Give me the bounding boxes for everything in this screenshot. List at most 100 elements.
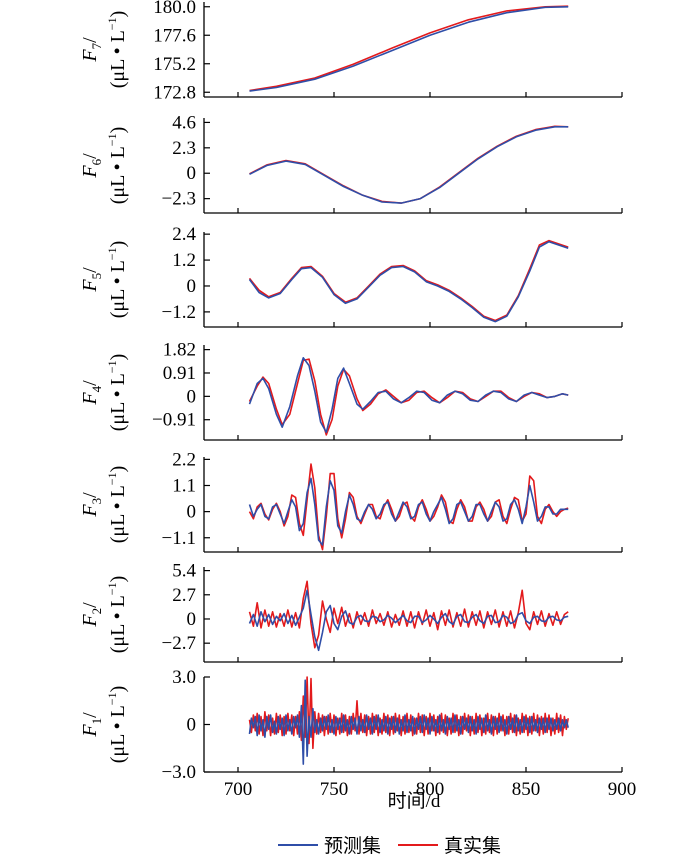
panel-F6: −2.302.34.6F6/(μL • L−1) — [79, 112, 623, 214]
y-axis-unit: (μL • L−1) — [105, 354, 129, 432]
x-axis-label: 时间/d — [388, 790, 441, 812]
y-axis-label: F7/ — [79, 37, 104, 63]
y-tick-label: −1.2 — [162, 302, 196, 323]
y-unit-sup: −1 — [105, 133, 119, 146]
y-tick-label: 177.6 — [153, 25, 196, 46]
y-tick-label: 172.8 — [153, 82, 196, 103]
y-label-var: F — [79, 165, 101, 179]
series-line-predicted — [249, 6, 569, 92]
y-tick-label: 0.91 — [163, 363, 196, 384]
y-tick-label: 4.6 — [172, 112, 196, 133]
y-label-slash: / — [79, 37, 101, 43]
legend: 预测集 真实集 — [278, 835, 501, 857]
y-tick-label: −2.7 — [162, 633, 196, 654]
series-line-actual — [248, 463, 569, 551]
y-axis-label: F5/ — [79, 267, 104, 293]
y-label-sub: 3 — [89, 498, 104, 505]
y-label-sub: 7 — [89, 42, 104, 49]
y-tick-label: 3.0 — [172, 667, 196, 688]
series-line-predicted — [248, 589, 569, 652]
y-tick-label: 1.82 — [163, 340, 196, 361]
y-unit-close: ) — [107, 241, 129, 248]
y-label-sub: 2 — [89, 608, 104, 615]
series-line-predicted — [248, 679, 569, 765]
y-unit-sup: −1 — [105, 692, 119, 705]
y-unit-text: (μL • L — [107, 30, 129, 88]
y-axis-unit: (μL • L−1) — [105, 686, 129, 764]
y-tick-label: 2.7 — [172, 585, 196, 606]
y-tick-label: 175.2 — [153, 54, 196, 75]
panel-F3: −1.101.12.2F3/(μL • L−1) — [79, 449, 623, 553]
y-axis-label: F3/ — [79, 492, 104, 518]
panel-F7: 172.8 175.2 177.6 180.0 F7/(μL • L−1) — [79, 0, 623, 103]
y-tick-label: 5.4 — [172, 561, 196, 582]
y-label-slash: / — [79, 380, 101, 386]
y-unit-text: (μL • L — [107, 260, 129, 318]
y-label-slash: / — [79, 602, 101, 608]
y-unit-close: ) — [107, 466, 129, 473]
y-axis-label: F2/ — [79, 602, 104, 628]
x-axis: 700 750 800 850 900 — [224, 779, 637, 800]
x-tick-label: 750 — [320, 779, 349, 800]
y-tick-label: −3.0 — [162, 762, 196, 783]
y-tick-label: 180.0 — [153, 0, 196, 18]
y-label-slash: / — [79, 712, 101, 718]
y-unit-sup: −1 — [105, 17, 119, 30]
y-label-var: F — [79, 614, 101, 628]
y-tick-label: 2.4 — [172, 224, 196, 245]
series-line-predicted — [248, 357, 569, 434]
y-unit-text: (μL • L — [107, 373, 129, 431]
legend-label-actual: 真实集 — [444, 835, 501, 857]
y-tick-label: −2.3 — [162, 189, 196, 210]
y-tick-label: 0 — [187, 502, 197, 523]
legend-label-predicted: 预测集 — [324, 835, 381, 857]
y-tick-label: 0 — [187, 276, 197, 297]
x-tick-label: 700 — [224, 779, 253, 800]
y-tick-label: 0 — [187, 386, 197, 407]
y-unit-sup: −1 — [105, 472, 119, 485]
x-tick-label: 900 — [608, 779, 637, 800]
y-unit-close: ) — [107, 686, 129, 693]
panel-F1: −3.003.0F1/(μL • L−1) — [79, 667, 623, 783]
y-axis-unit: (μL • L−1) — [105, 241, 129, 319]
y-tick-label: 0 — [187, 163, 197, 184]
y-tick-label: 2.2 — [172, 449, 196, 470]
y-axis-label: F1/ — [79, 712, 104, 738]
series-line-actual — [248, 239, 569, 322]
y-axis-label: F4/ — [79, 380, 104, 406]
series-line-actual — [248, 580, 569, 649]
y-tick-label: −1.1 — [162, 528, 196, 549]
y-label-sub: 1 — [89, 718, 104, 725]
y-label-slash: / — [79, 267, 101, 273]
y-label-var: F — [79, 392, 101, 406]
series-line-predicted — [249, 126, 569, 204]
y-axis-unit: (μL • L−1) — [105, 466, 129, 544]
y-unit-sup: −1 — [105, 582, 119, 595]
series-line-predicted — [248, 240, 569, 323]
series-line-predicted — [248, 477, 569, 546]
y-axis-label: F6/ — [79, 153, 104, 179]
y-label-var: F — [79, 279, 101, 293]
y-unit-close: ) — [107, 127, 129, 134]
y-unit-close: ) — [107, 354, 129, 361]
y-unit-text: (μL • L — [107, 485, 129, 543]
y-axis-unit: (μL • L−1) — [105, 11, 129, 89]
y-tick-label: 2.3 — [172, 138, 196, 159]
x-tick-label: 800 — [416, 779, 445, 800]
y-label-slash: / — [79, 492, 101, 498]
y-label-sub: 6 — [89, 158, 104, 165]
y-unit-text: (μL • L — [107, 146, 129, 204]
y-label-sub: 4 — [89, 385, 104, 392]
y-label-slash: / — [79, 153, 101, 159]
series-line-actual — [249, 125, 569, 204]
panel-F5: −1.201.22.4F5/(μL • L−1) — [79, 224, 623, 328]
y-tick-label: 0 — [187, 609, 197, 630]
y-unit-text: (μL • L — [107, 595, 129, 653]
y-unit-text: (μL • L — [107, 705, 129, 763]
y-unit-sup: −1 — [105, 247, 119, 260]
series-line-actual — [249, 5, 569, 92]
y-label-var: F — [79, 724, 101, 738]
